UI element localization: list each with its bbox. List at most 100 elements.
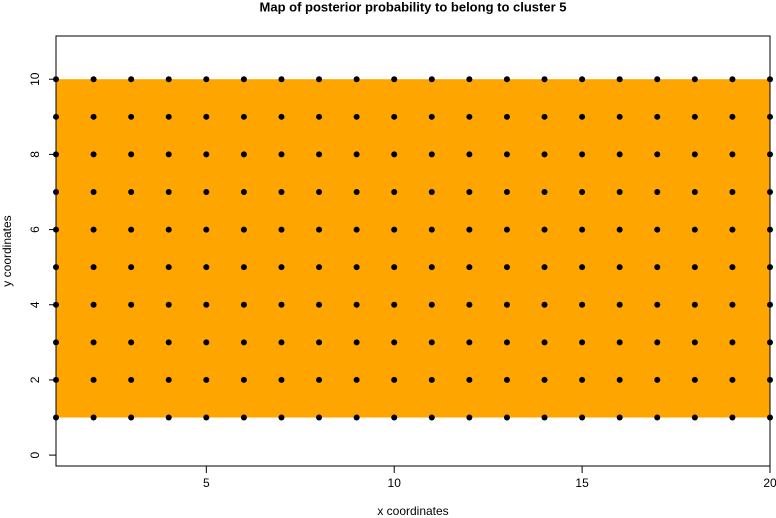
point xyxy=(691,339,698,346)
x-axis-label: x coordinates xyxy=(377,504,448,518)
point xyxy=(278,226,285,233)
probability-region xyxy=(56,79,770,418)
y-axis-label: y coordinates xyxy=(0,215,14,286)
point xyxy=(316,188,323,195)
point xyxy=(729,113,736,120)
point xyxy=(503,113,510,120)
point xyxy=(240,76,247,83)
point xyxy=(240,301,247,308)
point xyxy=(428,376,435,383)
point xyxy=(579,188,586,195)
point xyxy=(691,151,698,158)
point xyxy=(203,113,210,120)
plot-box xyxy=(55,35,771,467)
y-tick-label: 4 xyxy=(28,301,42,308)
point xyxy=(691,264,698,271)
y-tick-label: 0 xyxy=(28,451,42,458)
point xyxy=(503,151,510,158)
point xyxy=(316,151,323,158)
point xyxy=(278,188,285,195)
point xyxy=(316,339,323,346)
point xyxy=(203,151,210,158)
point xyxy=(353,339,360,346)
point xyxy=(729,188,736,195)
point xyxy=(466,188,473,195)
point xyxy=(691,113,698,120)
point xyxy=(466,414,473,421)
point xyxy=(316,113,323,120)
point xyxy=(90,76,97,83)
point xyxy=(353,76,360,83)
point xyxy=(240,339,247,346)
point xyxy=(579,376,586,383)
point xyxy=(616,76,623,83)
point xyxy=(240,188,247,195)
point xyxy=(90,376,97,383)
point xyxy=(654,301,661,308)
point xyxy=(466,339,473,346)
point xyxy=(90,414,97,421)
point xyxy=(616,264,623,271)
point xyxy=(165,151,172,158)
point xyxy=(541,264,548,271)
point xyxy=(579,113,586,120)
point xyxy=(503,264,510,271)
y-tick-label: 8 xyxy=(28,151,42,158)
y-tick-label: 10 xyxy=(28,72,42,86)
point xyxy=(203,76,210,83)
point xyxy=(579,226,586,233)
point xyxy=(240,113,247,120)
point xyxy=(128,414,135,421)
point xyxy=(729,339,736,346)
point xyxy=(616,339,623,346)
point xyxy=(391,414,398,421)
point xyxy=(616,188,623,195)
point xyxy=(316,301,323,308)
point xyxy=(541,226,548,233)
point xyxy=(616,113,623,120)
point xyxy=(203,414,210,421)
point xyxy=(428,188,435,195)
point xyxy=(616,414,623,421)
point xyxy=(654,339,661,346)
point xyxy=(203,301,210,308)
point xyxy=(579,301,586,308)
point xyxy=(240,226,247,233)
point xyxy=(391,301,398,308)
point xyxy=(541,76,548,83)
point xyxy=(503,226,510,233)
point xyxy=(316,376,323,383)
point xyxy=(729,301,736,308)
point xyxy=(541,188,548,195)
point xyxy=(654,113,661,120)
x-tick-label: 10 xyxy=(388,476,402,490)
point xyxy=(541,113,548,120)
point xyxy=(691,376,698,383)
point xyxy=(391,226,398,233)
point xyxy=(654,414,661,421)
y-tick-label: 6 xyxy=(28,226,42,233)
point xyxy=(428,301,435,308)
point xyxy=(165,113,172,120)
point xyxy=(503,414,510,421)
point xyxy=(466,76,473,83)
point xyxy=(316,414,323,421)
point xyxy=(278,301,285,308)
point xyxy=(691,76,698,83)
point xyxy=(654,76,661,83)
point xyxy=(541,414,548,421)
point xyxy=(165,264,172,271)
point xyxy=(353,113,360,120)
point xyxy=(353,414,360,421)
point xyxy=(128,188,135,195)
point xyxy=(654,188,661,195)
point xyxy=(729,76,736,83)
point xyxy=(466,301,473,308)
point xyxy=(503,76,510,83)
point xyxy=(391,188,398,195)
point xyxy=(391,76,398,83)
point xyxy=(165,76,172,83)
point xyxy=(90,151,97,158)
point xyxy=(128,151,135,158)
